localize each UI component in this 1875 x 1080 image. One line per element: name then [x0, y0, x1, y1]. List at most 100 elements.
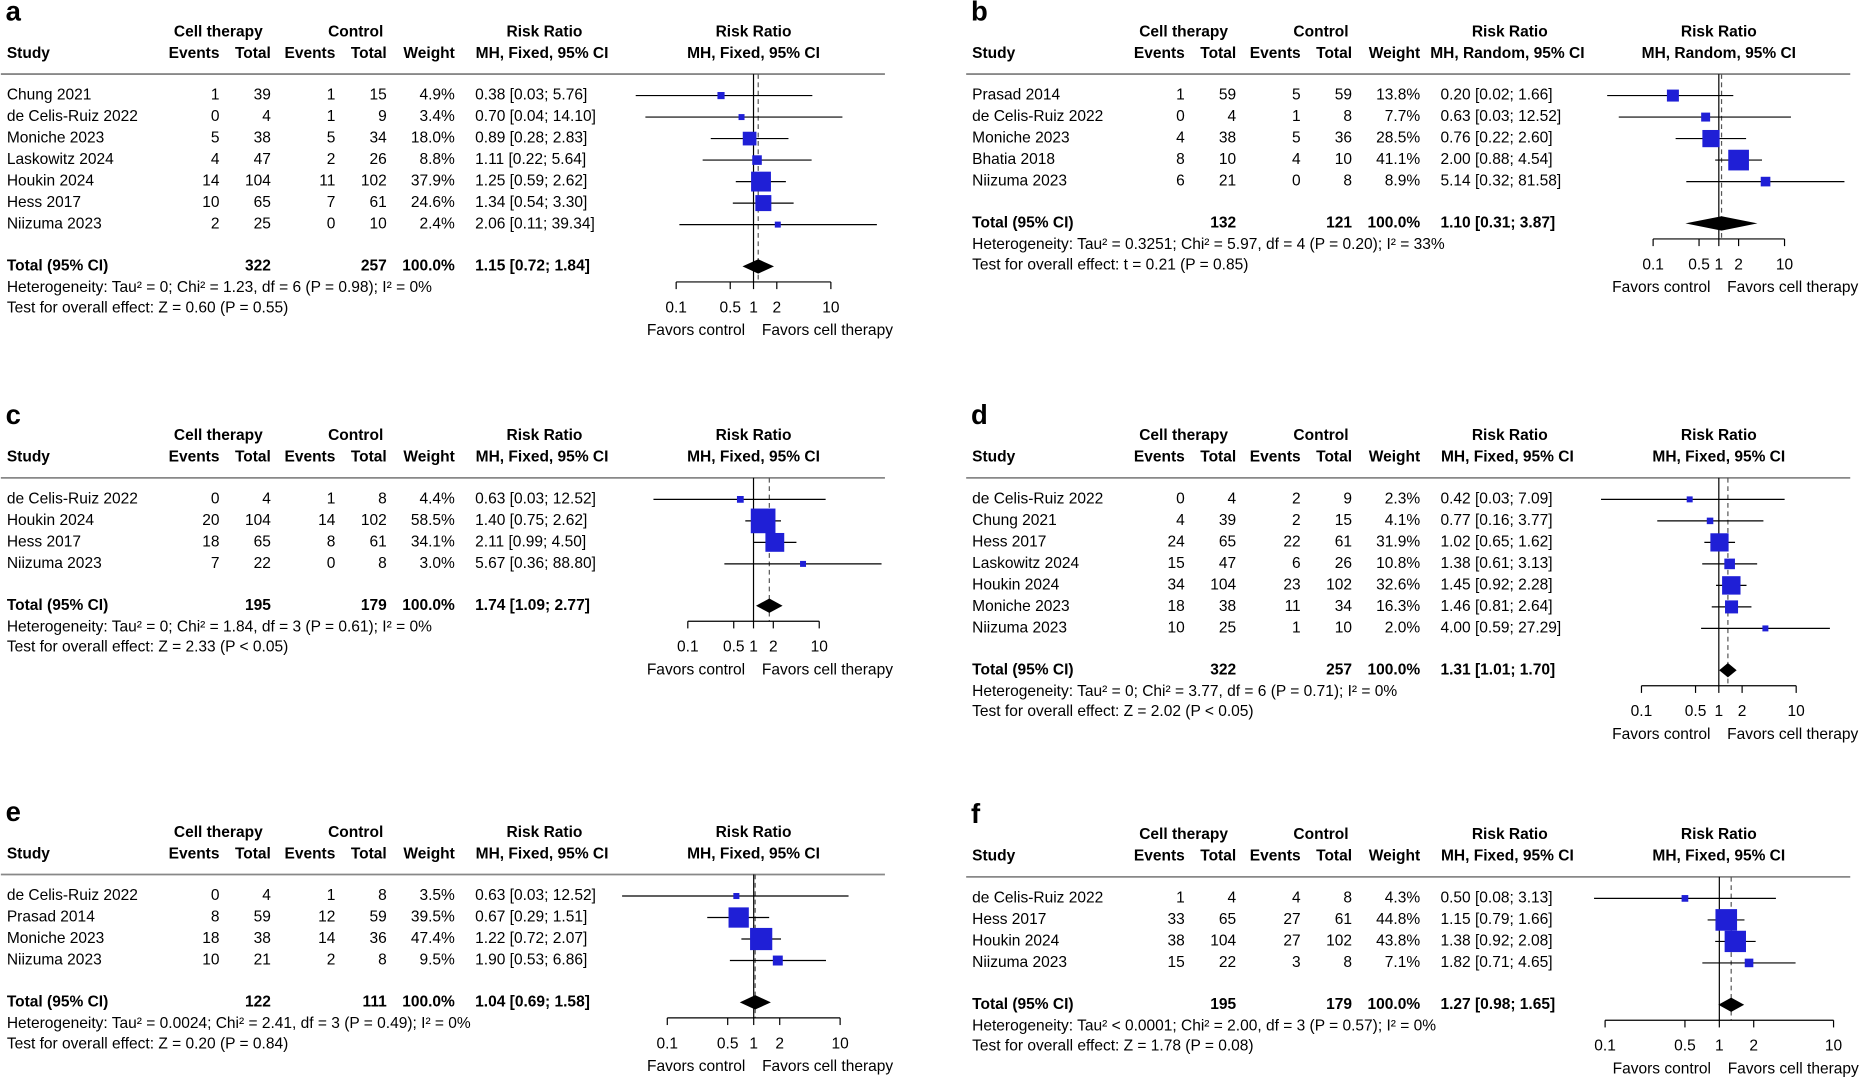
cell-rr-label: 0.38 [0.03; 5.76] [475, 87, 587, 104]
cell-total-t: 25 [254, 216, 271, 233]
group-header: Cell therapy [174, 427, 263, 444]
column-header: MH, Fixed, 95% CI [687, 45, 820, 62]
cell-total-t: 104 [245, 512, 271, 529]
cell-study: Prasad 2014 [972, 87, 1060, 104]
cell-rr-label: 2.00 [0.88; 4.54] [1440, 151, 1552, 168]
x-tick-label: 0.5 [1674, 1038, 1696, 1055]
group-header: Risk Ratio [507, 824, 583, 841]
effect-square [1724, 930, 1746, 953]
x-tick-label: 10 [1788, 703, 1806, 720]
pooled-diamond [739, 995, 771, 1010]
column-header: Weight [1369, 848, 1420, 865]
cell-study: Moniche 2023 [972, 598, 1069, 615]
cell-weight-label: 2.3% [1385, 490, 1421, 507]
cell-events-c: 14 [318, 512, 336, 529]
cell-rr-label: 0.89 [0.28; 2.83] [475, 130, 587, 147]
cell-rr-label: 1.38 [0.92; 2.08] [1440, 933, 1552, 950]
cell-study: Niizuma 2023 [972, 173, 1067, 190]
cell-events-c: 0 [1292, 173, 1301, 190]
cell-total-c: 8 [378, 490, 387, 507]
group-header: Control [1293, 23, 1348, 40]
cell-weight-label: 16.3% [1376, 598, 1420, 615]
cell-total-t: 39 [254, 87, 271, 104]
cell-events-t: 18 [202, 533, 219, 550]
effect-square [736, 495, 744, 503]
cell-study: Chung 2021 [7, 87, 92, 104]
cell-total-t: 25 [1219, 620, 1236, 637]
cell-events-t: 1 [1176, 890, 1185, 907]
group-header: Risk Ratio [1681, 427, 1757, 444]
column-header: Total [351, 845, 387, 862]
favors-right: Favors cell therapy [1727, 726, 1858, 743]
cell-study: Hess 2017 [972, 911, 1046, 928]
cell-rr-label: 1.82 [0.71; 4.65] [1440, 954, 1552, 971]
x-tick-label: 0.1 [1594, 1038, 1616, 1055]
column-header: Total [1316, 449, 1352, 466]
x-tick-label: 0.1 [677, 639, 699, 656]
cell-events-c: 11 [1285, 598, 1301, 615]
cell-events-t: 0 [211, 887, 220, 904]
cell-total-t: 59 [1219, 87, 1236, 104]
cell-events-c: 2 [327, 151, 336, 168]
cell-events-t: 5 [211, 130, 220, 147]
cell-events-t: 0 [211, 108, 220, 125]
cell-events-c: 5 [1292, 130, 1301, 147]
cell-events-t: 10 [202, 952, 220, 969]
favors-left: Favors control [647, 661, 745, 678]
total-weight-label: 100.0% [1368, 661, 1421, 678]
column-header: Total [351, 45, 387, 62]
cell-study: Laskowitz 2024 [7, 151, 114, 168]
cell-events-c: 3 [1292, 954, 1301, 971]
x-tick-label: 0.1 [665, 299, 687, 316]
column-header: MH, Fixed, 95% CI [687, 845, 820, 862]
effect-square [1744, 958, 1754, 968]
column-header: Events [169, 449, 220, 466]
cell-study: Hess 2017 [972, 533, 1046, 550]
cell-weight-label: 8.9% [1385, 173, 1421, 190]
total-weight-label: 100.0% [402, 993, 455, 1010]
cell-total-t: 22 [1219, 954, 1236, 971]
x-tick-label: 10 [1776, 256, 1794, 273]
x-tick-label: 1 [1715, 703, 1724, 720]
column-header: Study [972, 449, 1015, 466]
column-header: Events [1250, 449, 1301, 466]
cell-weight-label: 4.1% [1385, 512, 1421, 529]
cell-rr-label: 1.40 [0.75; 2.62] [475, 512, 587, 529]
cell-weight-label: 8.8% [419, 151, 455, 168]
cell-rr-label: 0.50 [0.08; 3.13] [1440, 890, 1552, 907]
cell-events-t: 15 [1168, 954, 1185, 971]
column-header: Events [169, 45, 220, 62]
cell-weight-label: 37.9% [411, 173, 455, 190]
cell-study: Hess 2017 [7, 194, 81, 211]
cell-rr-label: 2.06 [0.11; 39.34] [475, 216, 595, 233]
effect-square [1715, 909, 1738, 931]
cell-total-t: 38 [1219, 130, 1236, 147]
cell-weight-label: 43.8% [1376, 933, 1420, 950]
cell-total-c: 8 [1343, 173, 1352, 190]
overall-effect: Test for overall effect: Z = 2.33 (P < 0… [7, 639, 288, 656]
group-header: Risk Ratio [716, 23, 792, 40]
effect-square [742, 131, 757, 146]
cell-events-c: 1 [1292, 108, 1301, 125]
cell-total-t: 104 [1210, 933, 1236, 950]
cell-total-t: 21 [254, 952, 271, 969]
effect-square [717, 92, 725, 100]
cell-total-t: 4 [1228, 490, 1237, 507]
x-tick-label: 10 [1825, 1038, 1843, 1055]
cell-total-c: 61 [369, 533, 386, 550]
cell-study: Niizuma 2023 [972, 954, 1067, 971]
group-header: Cell therapy [1139, 23, 1228, 40]
column-header: Weight [1369, 449, 1420, 466]
cell-total-c: 61 [1335, 911, 1352, 928]
cell-rr-label: 2.11 [0.99; 4.50] [475, 533, 586, 550]
x-tick-label: 0.5 [717, 1035, 739, 1052]
cell-rr-label: 1.45 [0.92; 2.28] [1440, 577, 1552, 594]
group-header: Control [328, 23, 383, 40]
cell-total-t: 38 [254, 130, 271, 147]
cell-rr-label: 0.63 [0.03; 12.52] [1440, 108, 1561, 125]
total-label: Total (95% CI) [972, 996, 1073, 1013]
column-header: Total [235, 845, 271, 862]
group-header: Cell therapy [1139, 826, 1228, 843]
cell-rr-label: 5.67 [0.36; 88.80] [475, 555, 596, 572]
group-header: Risk Ratio [716, 824, 792, 841]
